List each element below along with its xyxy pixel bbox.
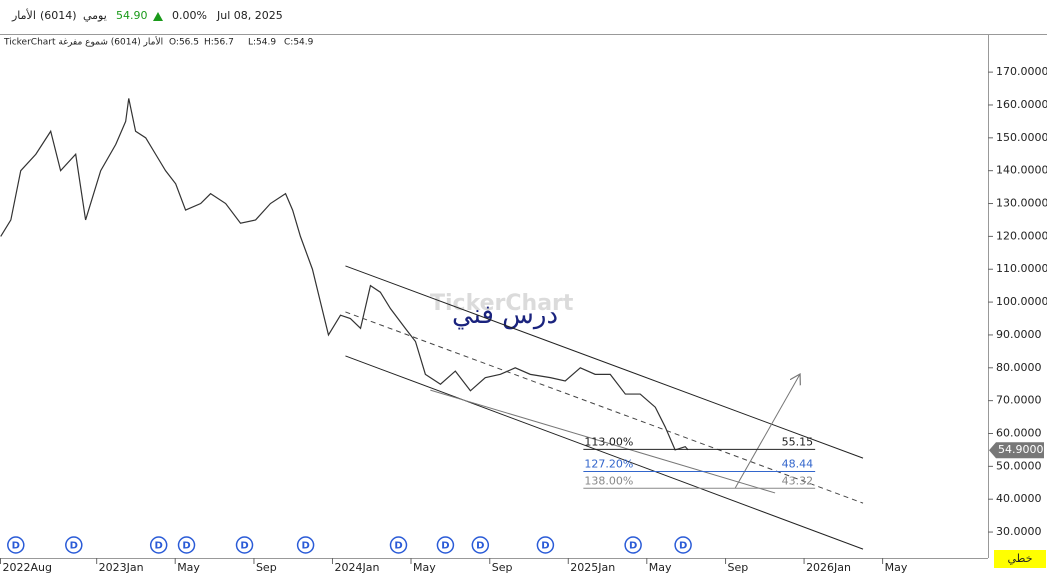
trendline bbox=[345, 265, 864, 459]
trendline bbox=[734, 374, 800, 489]
dividend-label: D bbox=[541, 541, 549, 552]
fib-label: 138.00% bbox=[584, 474, 633, 487]
x-tick-label: 2024Jan bbox=[334, 561, 379, 574]
dividend-label: D bbox=[12, 541, 20, 552]
dividend-marker bbox=[389, 536, 408, 554]
up-arrow bbox=[153, 12, 163, 21]
dividend-marker bbox=[471, 536, 490, 554]
y-tick-label: 110.0000 bbox=[996, 262, 1047, 275]
legend-close: C:54.9 bbox=[284, 38, 314, 48]
dividend-marker bbox=[149, 536, 168, 554]
x-tick-label: Sep bbox=[728, 561, 749, 574]
legend-low: L:54.9 bbox=[248, 38, 276, 48]
dividend-label: D bbox=[476, 541, 484, 552]
style-button[interactable] bbox=[994, 550, 1046, 568]
y-tick-label: 40.0000 bbox=[996, 492, 1042, 505]
dividend-label: D bbox=[629, 541, 637, 552]
y-tick-label: 160.0000 bbox=[996, 98, 1047, 111]
x-tick-label: May bbox=[177, 561, 200, 574]
dividend-marker bbox=[436, 536, 455, 554]
x-tick-label: Sep bbox=[256, 561, 277, 574]
y-tick-label: 100.0000 bbox=[996, 295, 1047, 308]
dividend-label: D bbox=[70, 541, 78, 552]
trendline bbox=[345, 355, 864, 550]
dividend-label: D bbox=[240, 541, 248, 552]
legend-title: TickerChart الأمار (6014) شموع مفرغة bbox=[3, 36, 163, 48]
y-tick-label: 150.0000 bbox=[996, 131, 1047, 144]
x-tick-label: 2025Jan bbox=[570, 561, 615, 574]
y-tick-label: 130.0000 bbox=[996, 197, 1047, 210]
fib-value: 43.32 bbox=[782, 474, 814, 487]
dividend-label: D bbox=[441, 541, 449, 552]
y-tick-label: 30.0000 bbox=[996, 525, 1042, 538]
y-tick-label: 170.0000 bbox=[996, 65, 1047, 78]
style-button-label[interactable]: خطي bbox=[1008, 552, 1033, 565]
last-price-tag bbox=[989, 442, 1044, 459]
dividend-marker bbox=[7, 536, 25, 554]
dividend-label: D bbox=[182, 541, 190, 552]
dividend-marker bbox=[235, 536, 254, 554]
price-line bbox=[0, 98, 689, 451]
change: 0.00% bbox=[172, 9, 207, 22]
y-tick-label: 60.0000 bbox=[996, 426, 1042, 439]
dividend-marker bbox=[177, 536, 196, 554]
dividend-marker bbox=[674, 536, 692, 554]
last-price-label: 54.9000 bbox=[998, 443, 1044, 456]
fib-value: 48.44 bbox=[782, 457, 814, 470]
dividend-label: D bbox=[679, 541, 687, 552]
dividend-label: D bbox=[155, 541, 163, 552]
y-tick-label: 120.0000 bbox=[996, 229, 1047, 242]
x-tick-label: 2026Jan bbox=[806, 561, 851, 574]
symbol: الأمار bbox=[11, 8, 36, 22]
legend-high: H:56.7 bbox=[204, 38, 234, 48]
y-tick-label: 140.0000 bbox=[996, 164, 1047, 177]
dividend-label: D bbox=[394, 541, 402, 552]
x-tick-label: May bbox=[885, 561, 908, 574]
legend-open: O:56.5 bbox=[169, 38, 199, 48]
x-tick-label: 2022Aug bbox=[3, 561, 52, 574]
dividend-label: D bbox=[301, 541, 309, 552]
dividend-marker bbox=[536, 536, 555, 554]
y-tick-label: 80.0000 bbox=[996, 361, 1042, 374]
y-tick-label: 90.0000 bbox=[996, 328, 1042, 341]
fib-label: 113.00% bbox=[584, 435, 633, 448]
code: (6014) bbox=[40, 9, 77, 22]
x-tick-label: May bbox=[649, 561, 672, 574]
dividend-marker bbox=[65, 536, 83, 554]
watermark: TickerChart bbox=[430, 291, 574, 316]
fib-label: 127.20% bbox=[584, 457, 633, 470]
x-tick-label: May bbox=[413, 561, 436, 574]
date: Jul 08, 2025 bbox=[216, 9, 283, 22]
dividend-marker bbox=[624, 536, 642, 554]
price: 54.90 bbox=[116, 9, 148, 22]
fib-value: 55.15 bbox=[782, 435, 814, 448]
trendline bbox=[430, 389, 776, 494]
x-tick-label: 2023Jan bbox=[99, 561, 144, 574]
y-tick-label: 50.0000 bbox=[996, 459, 1042, 472]
period: يومي bbox=[83, 9, 107, 22]
dividend-marker bbox=[296, 536, 315, 554]
y-tick-label: 70.0000 bbox=[996, 394, 1042, 407]
x-tick-label: Sep bbox=[492, 561, 513, 574]
